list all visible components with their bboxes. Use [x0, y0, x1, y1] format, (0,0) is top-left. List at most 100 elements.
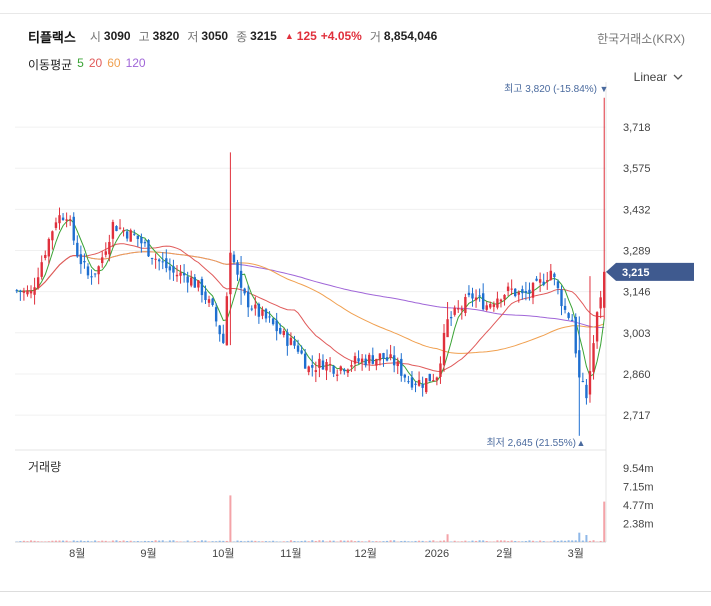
volume-bar — [567, 540, 570, 542]
candle-body — [510, 288, 513, 290]
candle-body — [556, 281, 560, 289]
volume-bar — [585, 535, 588, 542]
volume-label: 거 — [369, 29, 381, 44]
volume-bar — [37, 541, 40, 542]
x-tick-label: 3월 — [568, 547, 584, 560]
ma-legend-20[interactable]: 20 — [88, 56, 103, 70]
candle-body — [289, 337, 293, 345]
candle-body — [86, 266, 90, 276]
candle-body — [588, 371, 592, 395]
ma-legend-60[interactable]: 60 — [107, 56, 121, 70]
ma-legend-5[interactable]: 5 — [77, 56, 84, 70]
y-tick-label: 3,003 — [623, 328, 651, 340]
candle-body — [36, 277, 40, 288]
stock-name: 티플랙스 — [28, 29, 76, 45]
down-triangle-icon: ▼ — [600, 84, 609, 94]
y-tick-label: 3,146 — [623, 287, 651, 299]
volume-bar — [521, 541, 524, 542]
volume-bar — [592, 540, 595, 542]
ma-60-line — [16, 251, 605, 354]
candle-body — [481, 293, 485, 310]
volume-bar — [464, 540, 467, 542]
high-annotation: 최고 3,820 (-15.84%) — [504, 83, 597, 95]
volume-bar — [499, 540, 502, 542]
volume-bar — [143, 540, 146, 542]
candle-body — [385, 357, 389, 361]
volume-bar — [51, 540, 54, 542]
candle-body — [296, 345, 300, 352]
volume-bar — [304, 540, 307, 542]
volume-bar — [507, 541, 510, 542]
candle-body — [368, 354, 371, 364]
candle-body — [457, 308, 460, 310]
candle-body — [417, 379, 421, 386]
ma-legend-title: 이동평균 — [28, 58, 73, 72]
candle-body — [200, 278, 204, 296]
volume-bar — [410, 541, 413, 542]
volume-tick-label: 2.38m — [623, 519, 654, 531]
candle-body — [378, 353, 382, 361]
volume-bar — [83, 541, 86, 542]
volume-bar — [154, 540, 157, 542]
candle-body — [211, 298, 214, 305]
volume-bar — [467, 541, 470, 542]
y-tick-label: 3,289 — [623, 246, 651, 258]
volume-bar — [133, 541, 136, 542]
candle-body — [54, 222, 58, 228]
volume-bar — [172, 540, 175, 542]
candle-body — [79, 254, 83, 265]
candle-body — [421, 384, 424, 388]
volume-bar — [282, 541, 285, 542]
volume-bar — [79, 540, 82, 542]
volume-bar — [496, 540, 499, 542]
candle-body — [15, 290, 18, 292]
candle-body — [225, 296, 229, 346]
candle-body — [197, 280, 200, 288]
exchange-name: 한국거래소(KRX) — [597, 32, 685, 46]
candle-body — [90, 276, 93, 278]
volume-bar — [389, 540, 392, 542]
volume-bar — [364, 541, 367, 542]
candle-body — [449, 316, 453, 319]
top-divider — [0, 13, 711, 14]
volume-tick-label: 4.77m — [623, 500, 654, 512]
close-label: 종 — [236, 29, 248, 44]
candle-body — [282, 330, 285, 336]
volume-bar — [329, 540, 332, 542]
volume-bar — [115, 540, 118, 542]
candle-body — [567, 313, 570, 318]
candle-body — [506, 286, 510, 291]
candle-body — [311, 365, 314, 368]
volume-bar — [197, 541, 200, 542]
volume-bar — [65, 540, 68, 542]
volume-bar — [22, 540, 25, 542]
candle-body — [193, 277, 196, 288]
candle-body — [47, 239, 51, 257]
volume-tick-label: 7.15m — [623, 481, 654, 493]
candle-body — [546, 280, 549, 282]
candle-body — [603, 271, 606, 308]
change-percent: +4.05% — [320, 29, 362, 43]
ma-legend-120[interactable]: 120 — [125, 56, 146, 70]
volume-bar — [86, 540, 89, 542]
up-triangle-icon: ▲ — [577, 438, 586, 448]
current-price-badge — [606, 262, 694, 281]
volume-bar — [236, 540, 239, 542]
volume-bar — [30, 540, 33, 542]
scale-mode-dropdown[interactable]: Linear — [634, 70, 683, 84]
volume-bar — [453, 540, 456, 542]
volume-bar — [460, 541, 463, 542]
candle-body — [432, 380, 435, 382]
candle-body — [524, 291, 528, 294]
candle-body — [147, 239, 150, 257]
volume-bar — [532, 540, 535, 542]
volume-bar — [108, 541, 111, 542]
volume-bar — [240, 540, 243, 542]
volume-tick-label: 9.54m — [623, 463, 654, 475]
volume-bar — [435, 541, 438, 542]
volume-bar — [261, 541, 264, 542]
candle-body — [136, 235, 140, 240]
volume-bar — [432, 540, 435, 542]
candle-body — [307, 366, 310, 373]
